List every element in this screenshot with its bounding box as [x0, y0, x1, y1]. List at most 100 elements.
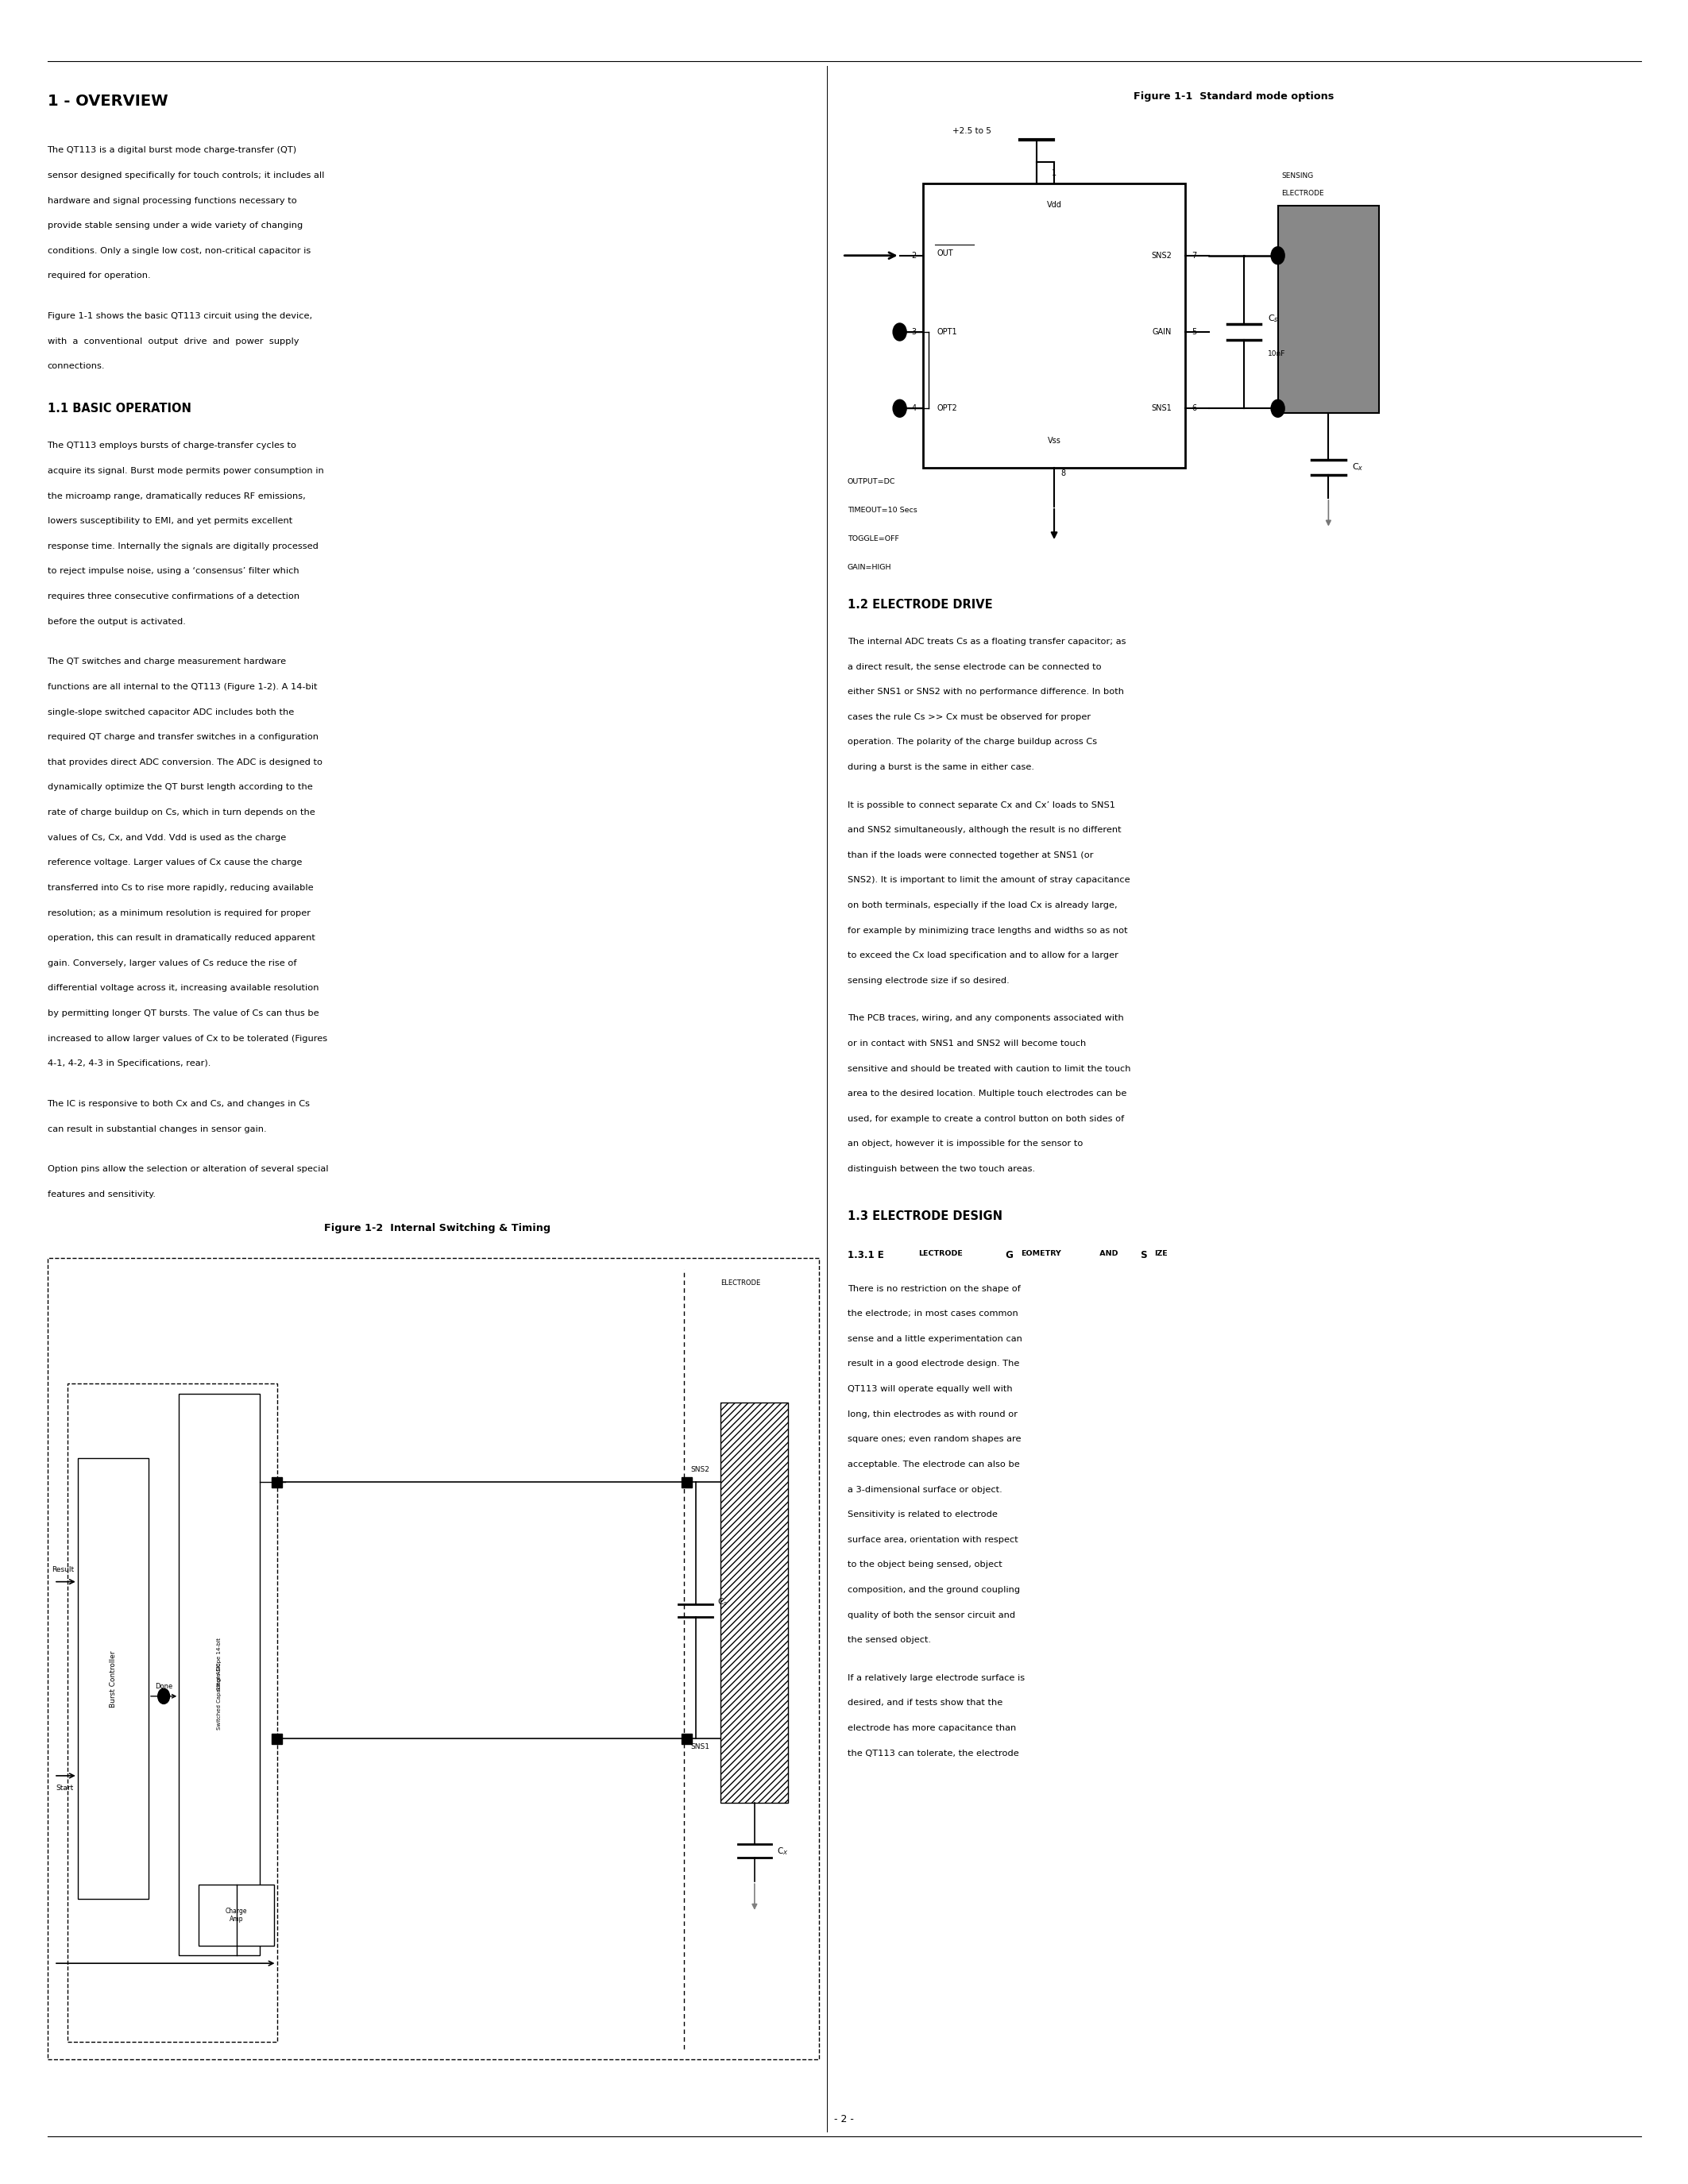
Text: Option pins allow the selection or alteration of several special: Option pins allow the selection or alter…: [47, 1164, 327, 1173]
Text: Start: Start: [56, 1784, 73, 1791]
Text: during a burst is the same in either case.: during a burst is the same in either cas…: [847, 762, 1035, 771]
Text: features and sensitivity.: features and sensitivity.: [47, 1190, 155, 1199]
Text: functions are all internal to the QT113 (Figure 1-2). A 14-bit: functions are all internal to the QT113 …: [47, 684, 317, 690]
Text: GAIN=HIGH: GAIN=HIGH: [847, 563, 891, 570]
Text: acceptable. The electrode can also be: acceptable. The electrode can also be: [847, 1461, 1020, 1468]
Text: C$_s$: C$_s$: [1268, 312, 1278, 325]
Text: required for operation.: required for operation.: [47, 271, 150, 280]
Text: 5: 5: [1192, 328, 1197, 336]
Bar: [272, 1476, 282, 1487]
Text: Figure 1-1  Standard mode options: Figure 1-1 Standard mode options: [1134, 92, 1334, 103]
Text: C$_s$: C$_s$: [717, 1597, 728, 1607]
Text: an object, however it is impossible for the sensor to: an object, however it is impossible for …: [847, 1140, 1082, 1149]
Text: 1.2 ELECTRODE DRIVE: 1.2 ELECTRODE DRIVE: [847, 598, 993, 609]
Text: The QT switches and charge measurement hardware: The QT switches and charge measurement h…: [47, 657, 287, 666]
Text: used, for example to create a control button on both sides of: used, for example to create a control bu…: [847, 1114, 1124, 1123]
Text: SNS1: SNS1: [1151, 404, 1171, 413]
Text: result in a good electrode design. The: result in a good electrode design. The: [847, 1361, 1020, 1367]
Text: Sensitivity is related to electrode: Sensitivity is related to electrode: [847, 1511, 998, 1518]
Text: Result: Result: [52, 1566, 74, 1572]
Text: rate of charge buildup on Cs, which in turn depends on the: rate of charge buildup on Cs, which in t…: [47, 808, 314, 817]
Bar: [682, 1476, 692, 1487]
Text: dynamically optimize the QT burst length according to the: dynamically optimize the QT burst length…: [47, 784, 312, 791]
Text: S: S: [1138, 1249, 1148, 1260]
Text: to the object being sensed, object: to the object being sensed, object: [847, 1562, 1003, 1568]
Text: 8: 8: [1062, 470, 1065, 478]
Text: lowers susceptibility to EMI, and yet permits excellent: lowers susceptibility to EMI, and yet pe…: [47, 518, 292, 524]
Text: Vdd: Vdd: [1047, 201, 1062, 210]
Text: 1 - OVERVIEW: 1 - OVERVIEW: [47, 94, 167, 109]
Text: Switched Capacitor ADC: Switched Capacitor ADC: [218, 1662, 221, 1730]
Text: ELECTRODE: ELECTRODE: [1281, 190, 1323, 197]
Text: 2: 2: [912, 251, 917, 260]
Text: increased to allow larger values of Cx to be tolerated (Figures: increased to allow larger values of Cx t…: [47, 1035, 327, 1042]
Text: gain. Conversely, larger values of Cs reduce the rise of: gain. Conversely, larger values of Cs re…: [47, 959, 297, 968]
Text: EOMETRY: EOMETRY: [1021, 1249, 1062, 1256]
Text: conditions. Only a single low cost, non-critical capacitor is: conditions. Only a single low cost, non-…: [47, 247, 311, 256]
Text: before the output is activated.: before the output is activated.: [47, 618, 186, 625]
Text: It is possible to connect separate Cx and Cx’ loads to SNS1: It is possible to connect separate Cx an…: [847, 802, 1116, 808]
Circle shape: [893, 323, 906, 341]
Text: distinguish between the two touch areas.: distinguish between the two touch areas.: [847, 1164, 1035, 1173]
Text: LECTRODE: LECTRODE: [918, 1249, 962, 1256]
Text: cases the rule Cs >> Cx must be observed for proper: cases the rule Cs >> Cx must be observed…: [847, 712, 1090, 721]
Text: a 3-dimensional surface or object.: a 3-dimensional surface or object.: [847, 1485, 1003, 1494]
Circle shape: [159, 1688, 169, 1704]
Text: desired, and if tests show that the: desired, and if tests show that the: [847, 1699, 1003, 1708]
Text: Single-Slope 14-bit: Single-Slope 14-bit: [218, 1638, 221, 1690]
Bar: [68, 1382, 277, 2042]
Text: SNS2). It is important to limit the amount of stray capacitance: SNS2). It is important to limit the amou…: [847, 876, 1129, 885]
Text: 1.1 BASIC OPERATION: 1.1 BASIC OPERATION: [47, 402, 191, 415]
Text: SNS2: SNS2: [690, 1465, 709, 1474]
Text: on both terminals, especially if the load Cx is already large,: on both terminals, especially if the loa…: [847, 902, 1117, 909]
Text: and SNS2 simultaneously, although the result is no different: and SNS2 simultaneously, although the re…: [847, 826, 1121, 834]
Text: single-slope switched capacitor ADC includes both the: single-slope switched capacitor ADC incl…: [47, 708, 294, 716]
Text: Vss: Vss: [1048, 437, 1060, 446]
Text: can result in substantial changes in sensor gain.: can result in substantial changes in sen…: [47, 1125, 267, 1133]
Text: to exceed the Cx load specification and to allow for a larger: to exceed the Cx load specification and …: [847, 952, 1117, 959]
Text: long, thin electrodes as with round or: long, thin electrodes as with round or: [847, 1411, 1018, 1417]
Text: the sensed object.: the sensed object.: [847, 1636, 930, 1645]
Text: sense and a little experimentation can: sense and a little experimentation can: [847, 1334, 1021, 1343]
Text: Figure 1-1 shows the basic QT113 circuit using the device,: Figure 1-1 shows the basic QT113 circuit…: [47, 312, 312, 321]
Text: to reject impulse noise, using a ‘consensus’ filter which: to reject impulse noise, using a ‘consen…: [47, 568, 299, 574]
Text: the electrode; in most cases common: the electrode; in most cases common: [847, 1310, 1018, 1317]
Text: 1.3 ELECTRODE DESIGN: 1.3 ELECTRODE DESIGN: [847, 1210, 1003, 1223]
Text: There is no restriction on the shape of: There is no restriction on the shape of: [847, 1284, 1021, 1293]
Text: for example by minimizing trace lengths and widths so as not: for example by minimizing trace lengths …: [847, 926, 1128, 935]
Text: acquire its signal. Burst mode permits power consumption in: acquire its signal. Burst mode permits p…: [47, 467, 324, 474]
Bar: [272, 1734, 282, 1745]
Text: If a relatively large electrode surface is: If a relatively large electrode surface …: [847, 1673, 1025, 1682]
Text: requires three consecutive confirmations of a detection: requires three consecutive confirmations…: [47, 592, 299, 601]
Text: 4-1, 4-2, 4-3 in Specifications, rear).: 4-1, 4-2, 4-3 in Specifications, rear).: [47, 1059, 211, 1068]
Bar: [199, 1885, 275, 1946]
Text: that provides direct ADC conversion. The ADC is designed to: that provides direct ADC conversion. The…: [47, 758, 322, 767]
Bar: [1278, 205, 1379, 413]
Text: transferred into Cs to rise more rapidly, reducing available: transferred into Cs to rise more rapidly…: [47, 885, 312, 891]
Text: The IC is responsive to both Cx and Cs, and changes in Cs: The IC is responsive to both Cx and Cs, …: [47, 1101, 311, 1107]
Text: OPT1: OPT1: [937, 328, 957, 336]
Text: than if the loads were connected together at SNS1 (or: than if the loads were connected togethe…: [847, 852, 1094, 858]
Text: a direct result, the sense electrode can be connected to: a direct result, the sense electrode can…: [847, 664, 1101, 670]
Bar: [47, 1258, 819, 2060]
Bar: [78, 1459, 149, 1900]
Text: or in contact with SNS1 and SNS2 will become touch: or in contact with SNS1 and SNS2 will be…: [847, 1040, 1085, 1048]
Text: values of Cs, Cx, and Vdd. Vdd is used as the charge: values of Cs, Cx, and Vdd. Vdd is used a…: [47, 834, 285, 841]
Text: GAIN: GAIN: [1153, 328, 1171, 336]
Text: hardware and signal processing functions necessary to: hardware and signal processing functions…: [47, 197, 297, 205]
Text: The QT113 is a digital burst mode charge-transfer (QT): The QT113 is a digital burst mode charge…: [47, 146, 297, 155]
Bar: [923, 183, 1185, 467]
Text: 7: 7: [1192, 251, 1197, 260]
Text: ELECTRODE: ELECTRODE: [721, 1280, 761, 1286]
Text: provide stable sensing under a wide variety of changing: provide stable sensing under a wide vari…: [47, 223, 302, 229]
Text: either SNS1 or SNS2 with no performance difference. In both: either SNS1 or SNS2 with no performance …: [847, 688, 1124, 697]
Text: Done: Done: [155, 1682, 172, 1690]
Text: sensor designed specifically for touch controls; it includes all: sensor designed specifically for touch c…: [47, 173, 324, 179]
Text: IZE: IZE: [1155, 1249, 1168, 1256]
Text: The internal ADC treats Cs as a floating transfer capacitor; as: The internal ADC treats Cs as a floating…: [847, 638, 1126, 646]
Text: +2.5 to 5: +2.5 to 5: [952, 127, 991, 135]
Text: composition, and the ground coupling: composition, and the ground coupling: [847, 1586, 1020, 1594]
Text: quality of both the sensor circuit and: quality of both the sensor circuit and: [847, 1612, 1014, 1618]
Text: surface area, orientation with respect: surface area, orientation with respect: [847, 1535, 1018, 1544]
Text: OUTPUT=DC: OUTPUT=DC: [847, 478, 895, 485]
